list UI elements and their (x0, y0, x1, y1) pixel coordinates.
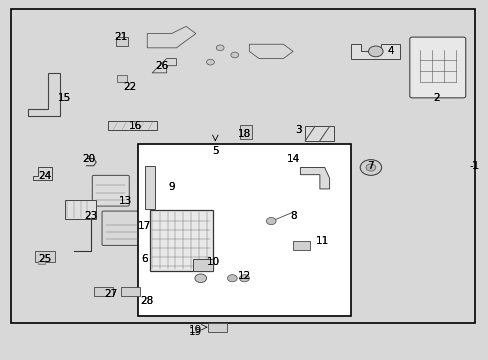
FancyBboxPatch shape (409, 37, 465, 98)
Text: 18: 18 (237, 129, 251, 139)
Polygon shape (147, 26, 196, 48)
Circle shape (368, 46, 382, 57)
Text: 10: 10 (206, 257, 219, 267)
Bar (35, 251, 55, 262)
Text: 16: 16 (128, 121, 142, 131)
Circle shape (216, 45, 224, 51)
Text: 15: 15 (58, 93, 71, 103)
Text: 1: 1 (471, 161, 478, 171)
Text: 1: 1 (471, 161, 478, 171)
Bar (144, 166, 154, 208)
Text: 26: 26 (155, 61, 168, 71)
Circle shape (366, 164, 375, 171)
Text: 25: 25 (39, 253, 52, 264)
Text: 9: 9 (168, 182, 175, 192)
Text: 24: 24 (39, 171, 52, 181)
Text: 20: 20 (82, 154, 95, 163)
Text: 2: 2 (432, 93, 439, 103)
Text: 27: 27 (104, 289, 117, 299)
Text: 26: 26 (155, 61, 168, 71)
Polygon shape (300, 167, 329, 189)
Text: 11: 11 (315, 236, 328, 246)
Text: 8: 8 (289, 211, 296, 221)
Text: 19: 19 (189, 325, 202, 335)
Polygon shape (152, 59, 176, 73)
FancyBboxPatch shape (102, 211, 141, 246)
Text: 28: 28 (141, 296, 154, 306)
Text: 19: 19 (189, 327, 202, 337)
Text: 12: 12 (237, 271, 251, 282)
Text: 13: 13 (119, 197, 132, 206)
Circle shape (360, 159, 381, 175)
Text: 5: 5 (212, 147, 218, 157)
Circle shape (206, 59, 214, 65)
Text: 8: 8 (289, 211, 296, 221)
Circle shape (227, 275, 237, 282)
Text: 22: 22 (123, 82, 137, 92)
Text: 25: 25 (39, 253, 52, 264)
Bar (239, 125, 251, 139)
Polygon shape (33, 167, 52, 180)
Text: 13: 13 (119, 197, 132, 206)
Text: 9: 9 (168, 182, 175, 192)
Polygon shape (249, 44, 292, 59)
Text: 23: 23 (84, 211, 98, 221)
Text: 18: 18 (237, 129, 251, 139)
Text: 23: 23 (84, 211, 98, 221)
Bar (120, 287, 140, 296)
Text: 3: 3 (294, 125, 301, 135)
Polygon shape (28, 73, 60, 116)
Bar (117, 75, 126, 82)
Bar (64, 200, 96, 219)
Text: 20: 20 (82, 154, 95, 163)
Text: 17: 17 (138, 221, 151, 231)
Text: 14: 14 (286, 154, 299, 163)
Bar (149, 210, 212, 271)
Bar (137, 144, 351, 316)
Text: 17: 17 (138, 221, 151, 231)
Text: 7: 7 (367, 161, 373, 171)
Text: 10: 10 (206, 257, 219, 267)
Bar (94, 287, 113, 296)
Text: 11: 11 (315, 236, 328, 246)
Text: 21: 21 (114, 32, 127, 42)
Text: 4: 4 (386, 46, 393, 57)
Bar (292, 241, 309, 249)
Text: -1: -1 (469, 161, 479, 171)
Bar (116, 37, 127, 46)
Bar (11, 9, 474, 323)
Text: 24: 24 (39, 171, 52, 181)
Text: 7: 7 (367, 161, 373, 171)
Circle shape (195, 274, 206, 283)
Text: 12: 12 (237, 271, 251, 282)
Bar (38, 261, 45, 264)
Text: 4: 4 (386, 46, 393, 57)
Text: 2: 2 (432, 93, 439, 103)
Text: 15: 15 (58, 93, 71, 103)
Text: 5: 5 (212, 147, 218, 157)
Text: 3: 3 (294, 125, 301, 135)
Circle shape (230, 52, 238, 58)
Text: 6: 6 (141, 253, 148, 264)
Circle shape (239, 275, 249, 282)
Text: 14: 14 (286, 154, 299, 163)
Bar (193, 258, 212, 271)
Polygon shape (351, 44, 399, 59)
Text: 21: 21 (114, 32, 127, 42)
Text: 22: 22 (123, 82, 137, 92)
Bar (108, 121, 157, 130)
Text: 28: 28 (141, 296, 154, 306)
Text: 27: 27 (104, 289, 117, 299)
FancyBboxPatch shape (92, 175, 129, 206)
Text: 16: 16 (128, 121, 142, 131)
Circle shape (266, 217, 276, 225)
Bar (305, 126, 334, 141)
Bar (207, 323, 227, 332)
Text: 6: 6 (141, 253, 148, 264)
